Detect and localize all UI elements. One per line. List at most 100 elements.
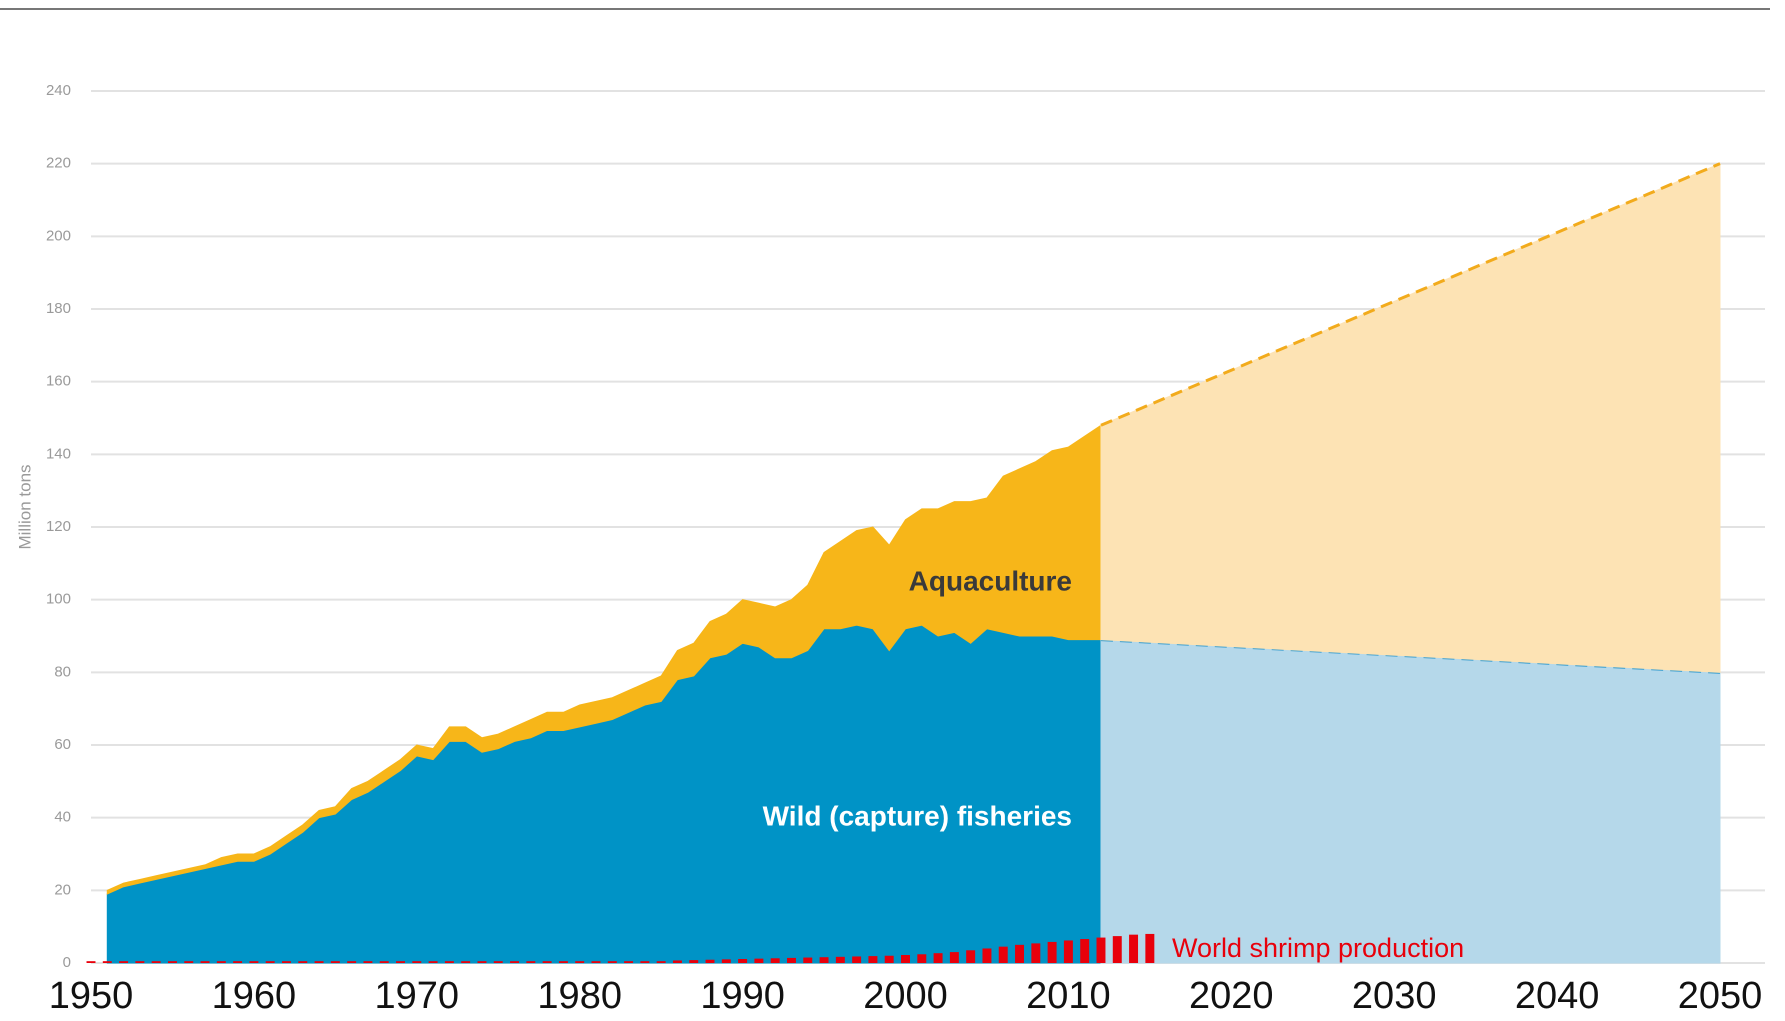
bar — [1096, 937, 1106, 963]
bar — [884, 955, 894, 963]
y-tick-label: 120 — [46, 518, 71, 535]
y-tick-label: 0 — [63, 954, 71, 971]
bar — [966, 950, 976, 963]
bars — [86, 933, 1155, 963]
x-tick-label: 2040 — [1515, 975, 1600, 1017]
bar — [786, 957, 796, 963]
x-tick-label: 1990 — [700, 975, 785, 1017]
bar — [1063, 940, 1073, 963]
bar — [624, 961, 634, 963]
bar — [135, 961, 145, 963]
area — [1100, 162, 1721, 673]
y-tick-label: 200 — [46, 227, 71, 244]
bar — [428, 961, 438, 963]
bar — [282, 961, 291, 963]
bar — [738, 959, 748, 963]
bar — [184, 961, 194, 963]
wild-label: Wild (capture) fisheries — [763, 800, 1072, 831]
bar — [86, 961, 96, 963]
y-tick-label: 20 — [54, 881, 71, 898]
bar — [591, 961, 601, 963]
bar — [607, 961, 617, 963]
aquaculture-label: Aquaculture — [909, 565, 1072, 596]
bar — [1129, 934, 1139, 963]
bar — [656, 961, 666, 963]
bar — [852, 956, 862, 963]
bar — [672, 960, 682, 963]
y-tick-label: 100 — [46, 591, 71, 608]
bar — [575, 961, 585, 963]
bar — [835, 956, 845, 963]
bar — [982, 948, 992, 963]
bar — [705, 959, 715, 963]
bar — [949, 952, 959, 963]
x-tick-label: 2000 — [863, 975, 948, 1017]
bar — [396, 961, 405, 963]
bar — [689, 960, 699, 963]
bar — [901, 955, 910, 963]
bar — [119, 961, 129, 963]
y-axis-label: Million tons — [15, 464, 34, 549]
bar — [330, 961, 340, 963]
bar — [249, 961, 259, 963]
y-tick-label: 240 — [46, 82, 71, 99]
bar — [200, 961, 210, 963]
x-tick-label: 2010 — [1026, 975, 1111, 1017]
bar — [1031, 943, 1041, 963]
y-tick-label: 60 — [54, 736, 71, 753]
y-tick-label: 80 — [54, 663, 71, 680]
x-tick-label: 1970 — [375, 975, 460, 1017]
bar — [558, 961, 568, 963]
x-tick-label: 2030 — [1352, 975, 1437, 1017]
areas — [106, 162, 1721, 964]
x-tick-label: 1980 — [537, 975, 622, 1017]
bar — [1145, 933, 1155, 963]
y-tick-label: 40 — [54, 809, 71, 826]
bar — [754, 958, 764, 963]
bar — [444, 961, 454, 963]
bar — [477, 961, 487, 963]
x-tick-label: 1960 — [212, 975, 297, 1017]
bar — [510, 961, 520, 963]
bar — [102, 961, 112, 963]
bar — [803, 957, 813, 963]
bar — [298, 961, 308, 963]
bar — [363, 961, 373, 963]
bar — [640, 961, 650, 963]
area — [1100, 639, 1721, 964]
x-tick-label: 2020 — [1189, 975, 1274, 1017]
bar — [721, 959, 731, 963]
x-tick-label: 1950 — [49, 975, 134, 1017]
bar — [461, 961, 471, 963]
bar — [233, 961, 243, 963]
shrimp-label: World shrimp production — [1172, 933, 1464, 963]
x-tick-label: 2050 — [1678, 975, 1763, 1017]
bar — [216, 961, 226, 963]
bar — [819, 957, 829, 963]
bar — [917, 954, 927, 963]
bar — [493, 961, 503, 963]
bar — [770, 958, 780, 963]
bar — [347, 961, 357, 963]
bar — [1047, 941, 1057, 963]
bar — [1015, 944, 1025, 963]
bar — [526, 961, 536, 963]
bar — [1080, 939, 1090, 963]
bar — [998, 946, 1008, 963]
y-tick-label: 220 — [46, 155, 71, 172]
bar — [1112, 936, 1122, 963]
area — [106, 624, 1102, 964]
bar — [314, 961, 324, 963]
bar — [151, 961, 161, 963]
bar — [933, 953, 943, 963]
bar — [167, 961, 177, 963]
projection-line — [1100, 162, 1721, 427]
y-tick-label: 180 — [46, 300, 71, 317]
y-tick-label: 140 — [46, 445, 71, 462]
bar — [379, 961, 389, 963]
y-tick-label: 160 — [46, 373, 71, 390]
bar — [265, 961, 275, 963]
